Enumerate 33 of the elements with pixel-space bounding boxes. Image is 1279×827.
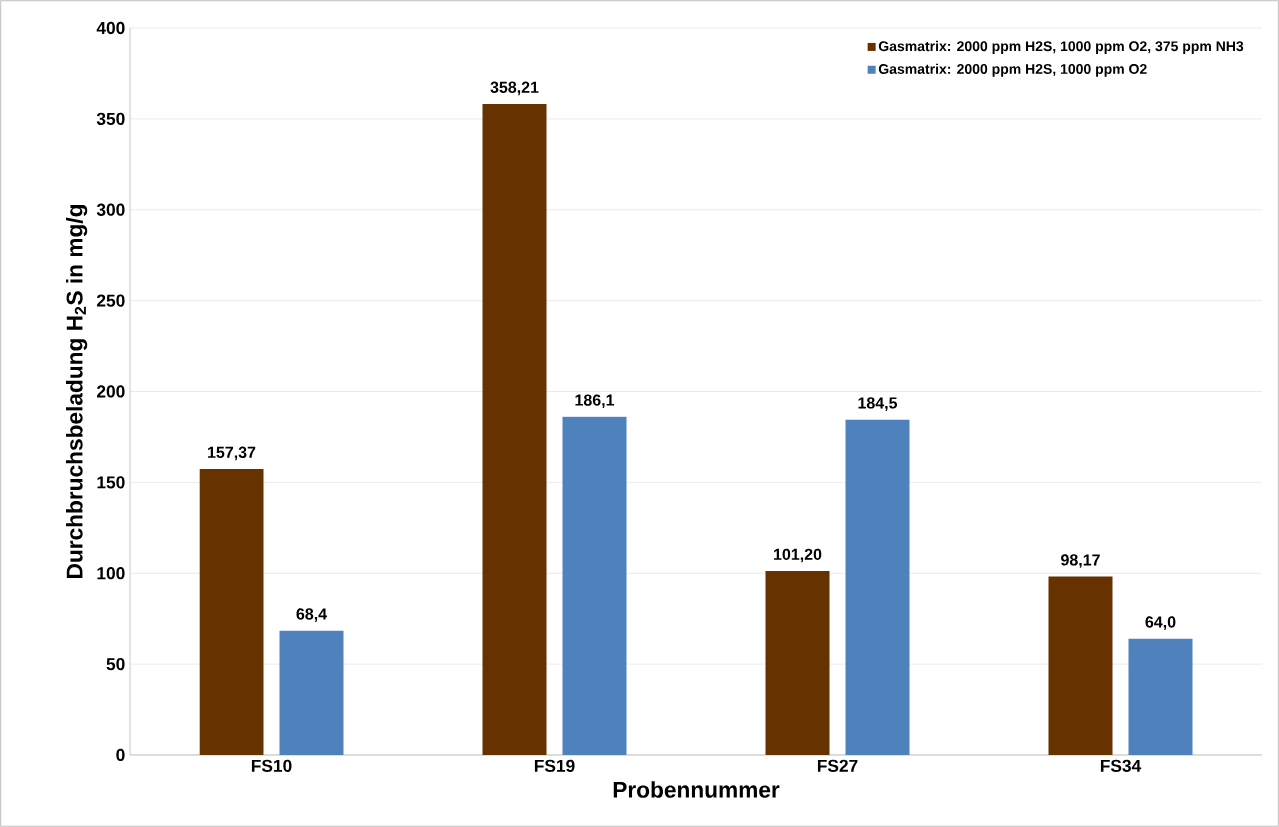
x-tick-label: FS19 — [534, 759, 575, 772]
data-label: 184,5 — [858, 397, 898, 411]
x-axis-title: Probennummer — [613, 781, 780, 798]
data-label: 186,1 — [575, 394, 615, 409]
y-tick-label: 200 — [96, 385, 125, 398]
bar — [482, 103, 547, 755]
legend-label: Gasmatrix: 2000 ppm H2S, 1000 ppm O2 — [878, 63, 1147, 77]
data-label: 157,37 — [208, 446, 256, 461]
y-tick-label: 250 — [96, 294, 125, 307]
x-tick-label: FS27 — [817, 759, 858, 772]
y-tick-label: 0 — [116, 748, 125, 762]
y-tick-label: 400 — [96, 21, 125, 35]
bar — [845, 419, 910, 755]
x-tick-label: FS10 — [251, 759, 292, 772]
y-tick-label: 300 — [96, 203, 125, 216]
y-tick-label: 150 — [97, 476, 125, 489]
y-tick-label: 100 — [97, 567, 125, 580]
data-label: 358,21 — [490, 81, 539, 96]
y-tick-label: 50 — [106, 657, 125, 671]
x-tick-label: FS34 — [1100, 759, 1142, 772]
legend-label: Gasmatrix: 2000 ppm H2S, 1000 ppm O2, 375 ppm NH3 — [878, 40, 1244, 54]
bar — [1128, 638, 1193, 755]
bar — [1048, 576, 1113, 755]
data-label: 101,20 — [774, 548, 822, 563]
bar — [279, 630, 344, 755]
y-tick-label: 350 — [96, 112, 125, 126]
bar — [765, 571, 830, 755]
y-axis-title: Durchbruchsbeladung H$_{2}$S in mg/g — [66, 205, 88, 578]
data-label: 98,17 — [1061, 554, 1100, 568]
data-label: 64,0 — [1145, 616, 1176, 630]
bar — [562, 416, 627, 755]
data-label: 68,4 — [296, 608, 327, 622]
bar — [199, 468, 264, 755]
